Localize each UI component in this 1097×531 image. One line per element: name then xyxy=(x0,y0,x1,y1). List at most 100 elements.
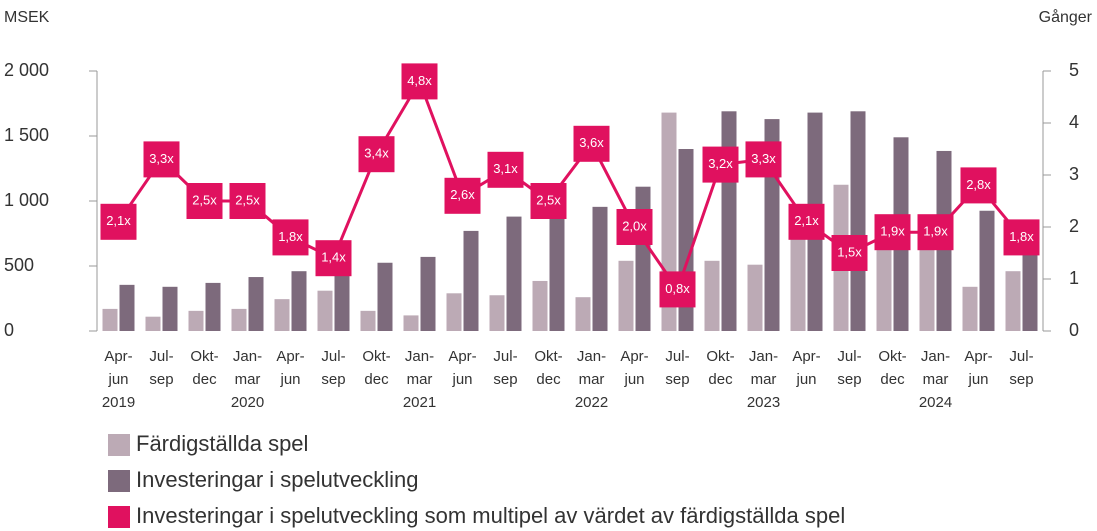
data-label: 2,5x xyxy=(235,192,260,207)
bar xyxy=(1022,240,1038,331)
x-tick-label: sep xyxy=(1009,371,1033,388)
x-tick-label: Jan- xyxy=(921,348,950,365)
legend-label: Investeringar i spelutveckling xyxy=(136,467,418,492)
y2-tick-label: 0 xyxy=(1069,320,1079,340)
x-tick-label: sep xyxy=(493,371,517,388)
bar xyxy=(790,227,806,331)
bar xyxy=(205,282,221,331)
year-label: 2019 xyxy=(102,394,135,411)
bar xyxy=(317,290,333,331)
x-tick-label: jun xyxy=(451,371,472,388)
y-tick-label: 500 xyxy=(4,255,34,275)
y2-tick-label: 1 xyxy=(1069,268,1079,288)
bar xyxy=(248,277,264,331)
bar xyxy=(876,233,892,331)
x-tick-label: Jul- xyxy=(837,348,861,365)
bar xyxy=(549,210,565,331)
point-label-box xyxy=(788,203,825,240)
bar xyxy=(463,230,479,331)
bar xyxy=(532,280,548,331)
point-label-box xyxy=(874,214,911,251)
data-label: 3,3x xyxy=(149,151,174,166)
bar xyxy=(635,186,651,331)
x-tick-label: Apr- xyxy=(104,348,132,365)
year-label: 2023 xyxy=(747,394,780,411)
data-label: 3,1x xyxy=(493,161,518,176)
point-label-box xyxy=(573,125,610,162)
x-tick-label: Okt- xyxy=(878,348,906,365)
point-label-box xyxy=(401,63,438,100)
y-tick-label: 0 xyxy=(4,320,14,340)
bar xyxy=(446,293,462,331)
bar xyxy=(919,240,935,331)
y2-tick-label: 5 xyxy=(1069,60,1079,80)
data-label: 2,8x xyxy=(966,177,991,192)
bar xyxy=(188,310,204,331)
bar xyxy=(721,111,737,331)
bar xyxy=(1005,271,1021,331)
x-tick-label: Okt- xyxy=(534,348,562,365)
bar xyxy=(704,260,720,331)
x-tick-label: Apr- xyxy=(448,348,476,365)
x-tick-label: jun xyxy=(795,371,816,388)
bar xyxy=(334,266,350,331)
data-label: 1,9x xyxy=(923,224,948,239)
point-label-box xyxy=(1003,219,1040,256)
bar xyxy=(979,210,995,331)
x-tick-label: sep xyxy=(665,371,689,388)
x-tick-label: sep xyxy=(321,371,345,388)
x-tick-label: mar xyxy=(751,371,777,388)
x-tick-label: Jul- xyxy=(321,348,345,365)
x-tick-label: Apr- xyxy=(276,348,304,365)
bar xyxy=(102,308,118,331)
x-tick-label: Jan- xyxy=(577,348,606,365)
bar xyxy=(962,286,978,331)
data-label: 2,0x xyxy=(622,218,647,233)
x-tick-label: Jul- xyxy=(493,348,517,365)
x-tick-label: Jan- xyxy=(749,348,778,365)
data-label: 3,3x xyxy=(751,151,776,166)
x-tick-label: Okt- xyxy=(362,348,390,365)
point-label-box xyxy=(143,141,180,178)
data-label: 0,8x xyxy=(665,281,690,296)
x-tick-label: Jan- xyxy=(233,348,262,365)
x-tick-label: sep xyxy=(149,371,173,388)
point-label-box xyxy=(831,235,868,271)
x-tick-label: dec xyxy=(192,371,217,388)
x-tick-label: Apr- xyxy=(620,348,648,365)
y-tick-label: 1 000 xyxy=(4,190,49,210)
y-tick-label: 2 000 xyxy=(4,60,49,80)
x-tick-label: Jul- xyxy=(149,348,173,365)
bar xyxy=(592,206,608,331)
x-tick-label: mar xyxy=(579,371,605,388)
x-tick-label: sep xyxy=(837,371,861,388)
bar xyxy=(119,284,135,331)
y2-axis-label: Gånger xyxy=(1039,8,1093,26)
bar xyxy=(274,299,290,331)
data-label: 1,5x xyxy=(837,244,862,259)
point-label-box xyxy=(229,183,266,219)
data-label: 1,9x xyxy=(880,224,905,239)
x-tick-label: mar xyxy=(407,371,433,388)
data-label: 3,4x xyxy=(364,146,389,161)
data-label: 2,1x xyxy=(106,213,131,228)
bar xyxy=(231,308,247,331)
data-label: 2,6x xyxy=(450,187,475,202)
x-tick-label: dec xyxy=(364,371,389,388)
x-tick-label: Jul- xyxy=(665,348,689,365)
x-tick-label: jun xyxy=(107,371,128,388)
data-label: 3,6x xyxy=(579,135,604,150)
point-label-box xyxy=(100,203,137,240)
data-label: 3,2x xyxy=(708,156,733,171)
point-label-box xyxy=(960,167,997,204)
data-label: 2,5x xyxy=(536,192,561,207)
legend-swatch xyxy=(108,506,130,528)
bar xyxy=(145,316,161,331)
x-tick-label: Jul- xyxy=(1009,348,1033,365)
point-label-box xyxy=(358,136,395,173)
x-tick-label: dec xyxy=(536,371,561,388)
x-tick-label: jun xyxy=(623,371,644,388)
year-label: 2024 xyxy=(919,394,952,411)
x-tick-label: dec xyxy=(880,371,905,388)
